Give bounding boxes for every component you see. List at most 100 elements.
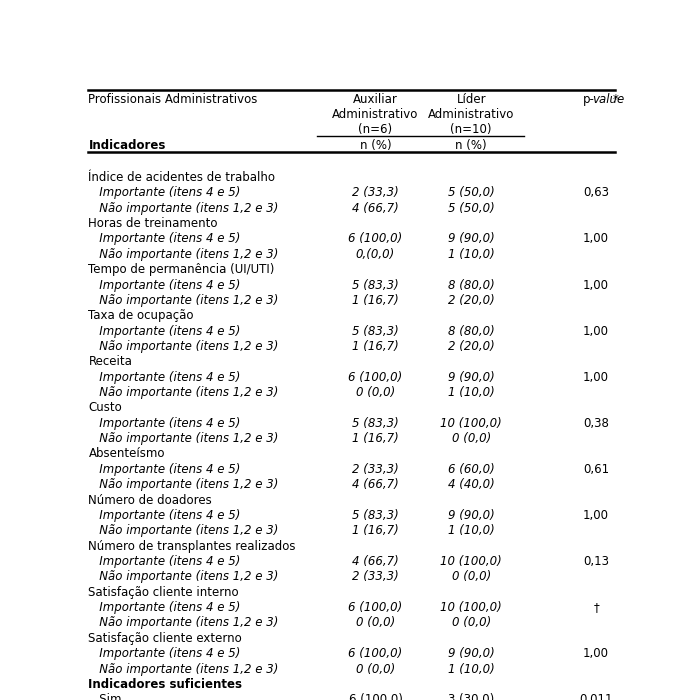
Text: 5 (83,3): 5 (83,3) bbox=[352, 279, 399, 291]
Text: Não importante (itens 1,2 e 3): Não importante (itens 1,2 e 3) bbox=[88, 248, 279, 261]
Text: Não importante (itens 1,2 e 3): Não importante (itens 1,2 e 3) bbox=[88, 570, 279, 583]
Text: Líder: Líder bbox=[456, 92, 486, 106]
Text: Não importante (itens 1,2 e 3): Não importante (itens 1,2 e 3) bbox=[88, 340, 279, 353]
Text: Índice de acidentes de trabalho: Índice de acidentes de trabalho bbox=[88, 171, 275, 184]
Text: 4 (66,7): 4 (66,7) bbox=[352, 478, 399, 491]
Text: Auxiliar: Auxiliar bbox=[353, 92, 398, 106]
Text: Número de doadores: Número de doadores bbox=[88, 494, 212, 507]
Text: 1 (10,0): 1 (10,0) bbox=[448, 662, 495, 676]
Text: †: † bbox=[593, 601, 599, 614]
Text: p-: p- bbox=[583, 92, 595, 106]
Text: Administrativo: Administrativo bbox=[428, 108, 514, 121]
Text: 0,63: 0,63 bbox=[583, 186, 609, 200]
Text: Importante (itens 4 e 5): Importante (itens 4 e 5) bbox=[88, 601, 241, 614]
Text: 5 (83,3): 5 (83,3) bbox=[352, 416, 399, 430]
Text: Importante (itens 4 e 5): Importante (itens 4 e 5) bbox=[88, 325, 241, 337]
Text: 9 (90,0): 9 (90,0) bbox=[448, 509, 495, 522]
Text: 6 (100,0): 6 (100,0) bbox=[348, 648, 403, 660]
Text: Receita: Receita bbox=[88, 356, 132, 368]
Text: Satisfação cliente externo: Satisfação cliente externo bbox=[88, 632, 242, 645]
Text: 6 (100,0): 6 (100,0) bbox=[348, 693, 403, 700]
Text: Não importante (itens 1,2 e 3): Não importante (itens 1,2 e 3) bbox=[88, 524, 279, 538]
Text: 10 (100,0): 10 (100,0) bbox=[440, 416, 502, 430]
Text: Não importante (itens 1,2 e 3): Não importante (itens 1,2 e 3) bbox=[88, 432, 279, 445]
Text: Não importante (itens 1,2 e 3): Não importante (itens 1,2 e 3) bbox=[88, 202, 279, 215]
Text: 1 (10,0): 1 (10,0) bbox=[448, 524, 495, 538]
Text: Profissionais Administrativos: Profissionais Administrativos bbox=[88, 92, 258, 106]
Text: 0,38: 0,38 bbox=[583, 416, 609, 430]
Text: 5 (83,3): 5 (83,3) bbox=[352, 509, 399, 522]
Text: 10 (100,0): 10 (100,0) bbox=[440, 555, 502, 568]
Text: 5 (50,0): 5 (50,0) bbox=[448, 202, 495, 215]
Text: 2 (20,0): 2 (20,0) bbox=[448, 294, 495, 307]
Text: 6 (100,0): 6 (100,0) bbox=[348, 601, 403, 614]
Text: Importante (itens 4 e 5): Importante (itens 4 e 5) bbox=[88, 186, 241, 200]
Text: 6 (100,0): 6 (100,0) bbox=[348, 232, 403, 246]
Text: 4 (66,7): 4 (66,7) bbox=[352, 555, 399, 568]
Text: 0 (0,0): 0 (0,0) bbox=[451, 432, 490, 445]
Text: 9 (90,0): 9 (90,0) bbox=[448, 648, 495, 660]
Text: 1 (10,0): 1 (10,0) bbox=[448, 248, 495, 261]
Text: Não importante (itens 1,2 e 3): Não importante (itens 1,2 e 3) bbox=[88, 294, 279, 307]
Text: 2 (20,0): 2 (20,0) bbox=[448, 340, 495, 353]
Text: Taxa de ocupação: Taxa de ocupação bbox=[88, 309, 194, 322]
Text: 1 (16,7): 1 (16,7) bbox=[352, 524, 399, 538]
Text: 5 (50,0): 5 (50,0) bbox=[448, 186, 495, 200]
Text: Importante (itens 4 e 5): Importante (itens 4 e 5) bbox=[88, 371, 241, 384]
Text: 1,00: 1,00 bbox=[583, 648, 609, 660]
Text: 1,00: 1,00 bbox=[583, 232, 609, 246]
Text: (n=6): (n=6) bbox=[359, 123, 392, 136]
Text: value: value bbox=[593, 92, 625, 106]
Text: Sim: Sim bbox=[88, 693, 122, 700]
Text: 6 (60,0): 6 (60,0) bbox=[448, 463, 495, 476]
Text: 1,00: 1,00 bbox=[583, 325, 609, 337]
Text: Importante (itens 4 e 5): Importante (itens 4 e 5) bbox=[88, 555, 241, 568]
Text: Indicadores suficientes: Indicadores suficientes bbox=[88, 678, 242, 691]
Text: 0 (0,0): 0 (0,0) bbox=[356, 386, 395, 399]
Text: 0 (0,0): 0 (0,0) bbox=[451, 617, 490, 629]
Text: 8 (80,0): 8 (80,0) bbox=[448, 325, 495, 337]
Text: Importante (itens 4 e 5): Importante (itens 4 e 5) bbox=[88, 232, 241, 246]
Text: Importante (itens 4 e 5): Importante (itens 4 e 5) bbox=[88, 648, 241, 660]
Text: Importante (itens 4 e 5): Importante (itens 4 e 5) bbox=[88, 279, 241, 291]
Text: 1 (16,7): 1 (16,7) bbox=[352, 340, 399, 353]
Text: 9 (90,0): 9 (90,0) bbox=[448, 371, 495, 384]
Text: 4 (66,7): 4 (66,7) bbox=[352, 202, 399, 215]
Text: Não importante (itens 1,2 e 3): Não importante (itens 1,2 e 3) bbox=[88, 662, 279, 676]
Text: 9 (90,0): 9 (90,0) bbox=[448, 232, 495, 246]
Text: 0 (0,0): 0 (0,0) bbox=[451, 570, 490, 583]
Text: Importante (itens 4 e 5): Importante (itens 4 e 5) bbox=[88, 416, 241, 430]
Text: 8 (80,0): 8 (80,0) bbox=[448, 279, 495, 291]
Text: 0,011: 0,011 bbox=[580, 693, 613, 700]
Text: 2 (33,3): 2 (33,3) bbox=[352, 570, 399, 583]
Text: n (%): n (%) bbox=[456, 139, 487, 152]
Text: Importante (itens 4 e 5): Importante (itens 4 e 5) bbox=[88, 509, 241, 522]
Text: Satisfação cliente interno: Satisfação cliente interno bbox=[88, 586, 239, 598]
Text: 2 (33,3): 2 (33,3) bbox=[352, 186, 399, 200]
Text: 1,00: 1,00 bbox=[583, 509, 609, 522]
Text: 4 (40,0): 4 (40,0) bbox=[448, 478, 495, 491]
Text: 10 (100,0): 10 (100,0) bbox=[440, 601, 502, 614]
Text: 0 (0,0): 0 (0,0) bbox=[356, 662, 395, 676]
Text: n (%): n (%) bbox=[359, 139, 391, 152]
Text: Número de transplantes realizados: Número de transplantes realizados bbox=[88, 540, 296, 553]
Text: 0,61: 0,61 bbox=[583, 463, 609, 476]
Text: Administrativo: Administrativo bbox=[332, 108, 418, 121]
Text: 0 (0,0): 0 (0,0) bbox=[356, 617, 395, 629]
Text: 0,(0,0): 0,(0,0) bbox=[356, 248, 395, 261]
Text: Indicadores: Indicadores bbox=[88, 139, 166, 152]
Text: 5 (83,3): 5 (83,3) bbox=[352, 325, 399, 337]
Text: *: * bbox=[613, 92, 619, 106]
Text: Custo: Custo bbox=[88, 401, 122, 414]
Text: 2 (33,3): 2 (33,3) bbox=[352, 463, 399, 476]
Text: Tempo de permanência (UI/UTI): Tempo de permanência (UI/UTI) bbox=[88, 263, 275, 276]
Text: 3 (30,0): 3 (30,0) bbox=[448, 693, 495, 700]
Text: 1 (10,0): 1 (10,0) bbox=[448, 386, 495, 399]
Text: 1,00: 1,00 bbox=[583, 371, 609, 384]
Text: 0,13: 0,13 bbox=[583, 555, 609, 568]
Text: Absenteísmo: Absenteísmo bbox=[88, 447, 165, 461]
Text: Não importante (itens 1,2 e 3): Não importante (itens 1,2 e 3) bbox=[88, 617, 279, 629]
Text: Horas de treinamento: Horas de treinamento bbox=[88, 217, 218, 230]
Text: 6 (100,0): 6 (100,0) bbox=[348, 371, 403, 384]
Text: 1 (16,7): 1 (16,7) bbox=[352, 432, 399, 445]
